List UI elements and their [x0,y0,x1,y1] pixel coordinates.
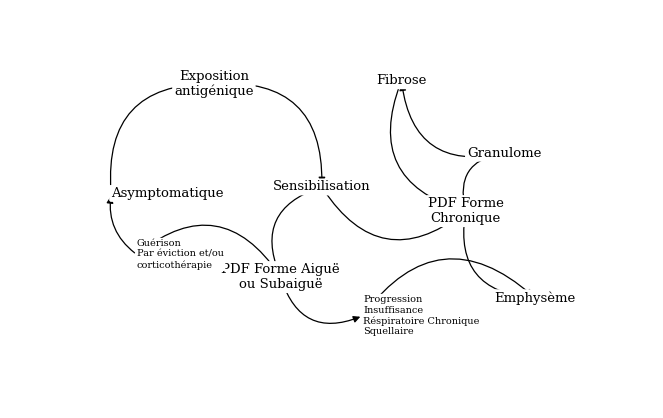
Text: PDF Forme Aiguë
ou Subaiguë: PDF Forme Aiguë ou Subaiguë [221,263,340,291]
Text: Emphysème: Emphysème [495,291,575,305]
Text: PDF Forme
Chronique: PDF Forme Chronique [428,197,504,225]
Text: Granulome: Granulome [467,147,542,160]
Text: Fibrose: Fibrose [377,74,426,87]
Text: Progression
Insuffisance
Réspiratoire Chronique
Squellaire: Progression Insuffisance Réspiratoire Ch… [363,295,479,336]
Text: Exposition
antigénique: Exposition antigénique [174,70,254,98]
Text: Guérison
Par éviction et/ou
corticothérapie: Guérison Par éviction et/ou corticothéra… [137,240,224,270]
Text: Sensibilisation: Sensibilisation [273,181,371,194]
Text: Asymptomatique: Asymptomatique [111,187,223,200]
